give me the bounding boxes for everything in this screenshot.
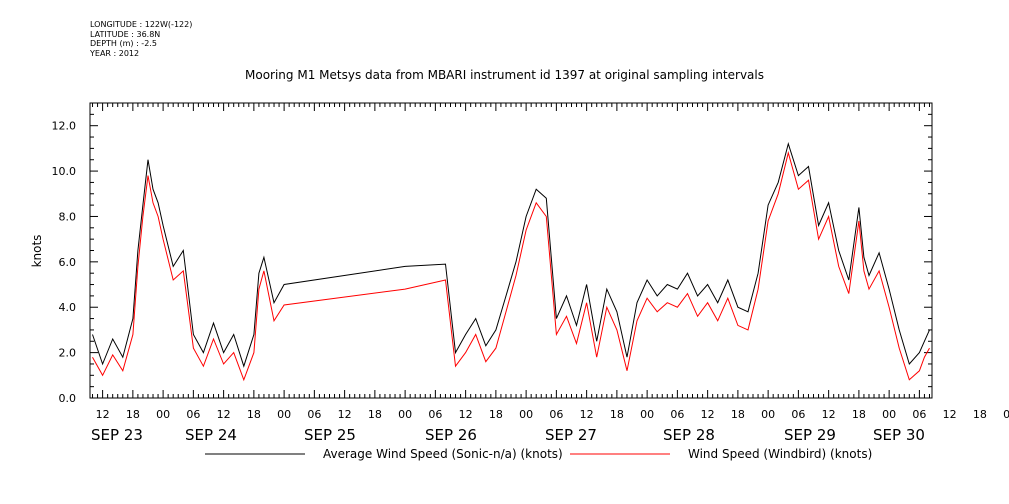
y-tick-labels: 0.0 2.0 4.0 6.0 8.0 10.0 12.0 (52, 120, 77, 405)
x-hour-tick-label: 18 (973, 408, 987, 421)
x-hour-tick-label: 18 (489, 408, 503, 421)
chart-title: Mooring M1 Metsys data from MBARI instru… (245, 68, 764, 82)
meta-year: YEAR : 2012 (90, 48, 140, 58)
x-day-label: SEP 27 (545, 426, 597, 444)
x-hour-tick-label: 00 (761, 408, 775, 421)
x-hour-tick-label: 12 (822, 408, 836, 421)
x-hour-tick-label: 06 (670, 408, 684, 421)
x-hour-tick-label: 06 (549, 408, 563, 421)
series-line-average-wind (92, 142, 930, 368)
x-day-label: SEP 28 (663, 426, 715, 444)
x-hour-tick-label: 12 (701, 408, 715, 421)
x-hour-tick-label: 00 (640, 408, 654, 421)
legend-label-windbird: Wind Speed (Windbird) (knots) (688, 447, 872, 461)
x-hour-tick-label: 12 (943, 408, 957, 421)
x-hour-tick-label: 00 (519, 408, 533, 421)
y-tick-label: 0.0 (59, 392, 77, 405)
x-hour-tick-label: 00 (156, 408, 170, 421)
x-hour-tick-label: 06 (186, 408, 200, 421)
y-tick-label: 6.0 (59, 256, 77, 269)
x-hour-tick-label: 18 (368, 408, 382, 421)
x-hour-tick-label: 18 (247, 408, 261, 421)
x-hour-tick-label: 18 (852, 408, 866, 421)
legend-label-average-wind: Average Wind Speed (Sonic-n/a) (knots) (323, 447, 563, 461)
x-hour-tick-label: 06 (791, 408, 805, 421)
x-hour-tick-label: 06 (307, 408, 321, 421)
x-day-label: SEP 26 (425, 426, 477, 444)
x-hour-tick-label: 12 (96, 408, 110, 421)
x-hour-tick-label: 12 (338, 408, 352, 421)
x-hour-tick-label: 18 (126, 408, 140, 421)
x-hour-tick-label: 18 (610, 408, 624, 421)
x-hour-tick-label: 18 (731, 408, 745, 421)
y-tick-label: 8.0 (59, 210, 77, 223)
x-hour-tick-label: 12 (580, 408, 594, 421)
axis-ticks (90, 102, 932, 399)
x-day-label: SEP 23 (91, 426, 143, 444)
x-hour-tick-label: 12 (217, 408, 231, 421)
y-tick-label: 4.0 (59, 301, 77, 314)
y-tick-label: 2.0 (59, 347, 77, 360)
plot-frame (89, 102, 933, 399)
x-hour-tick-label: 06 (912, 408, 926, 421)
x-hour-tick-labels: 12 18 00 06 12 18 00 06 12 18 00 06 12 18 00 06 12 18 00 06… (96, 408, 1009, 421)
y-axis-label: knots (30, 235, 44, 268)
x-hour-tick-label: 00 (277, 408, 291, 421)
x-day-label: SEP 30 (873, 426, 925, 444)
x-hour-tick-label: 06 (428, 408, 442, 421)
series-group (92, 142, 930, 382)
meta-latitude: LATITUDE : 36.8N (90, 29, 161, 39)
x-day-labels: SEP 23 SEP 24 SEP 25 SEP 26 SEP 27 SEP 28 SEP … (91, 426, 925, 444)
x-hour-tick-label: 12 (459, 408, 473, 421)
meta-depth: DEPTH (m) : -2.5 (90, 39, 157, 48)
x-hour-tick-label: 00 (1003, 408, 1009, 421)
x-hour-tick-label: 00 (882, 408, 896, 421)
meta-longitude: LONGITUDE : 122W(-122) (90, 20, 193, 29)
y-tick-label: 10.0 (52, 165, 77, 178)
legend: Average Wind Speed (Sonic-n/a) (knots) W… (205, 447, 872, 461)
x-day-label: SEP 25 (304, 426, 356, 444)
x-hour-tick-label: 00 (398, 408, 412, 421)
metadata-block: LONGITUDE : 122W(-122) LATITUDE : 36.8N … (90, 20, 192, 58)
x-day-label: SEP 29 (784, 426, 836, 444)
x-day-label: SEP 24 (185, 426, 237, 444)
y-tick-label: 12.0 (52, 120, 77, 133)
series-line-windbird (92, 150, 930, 382)
